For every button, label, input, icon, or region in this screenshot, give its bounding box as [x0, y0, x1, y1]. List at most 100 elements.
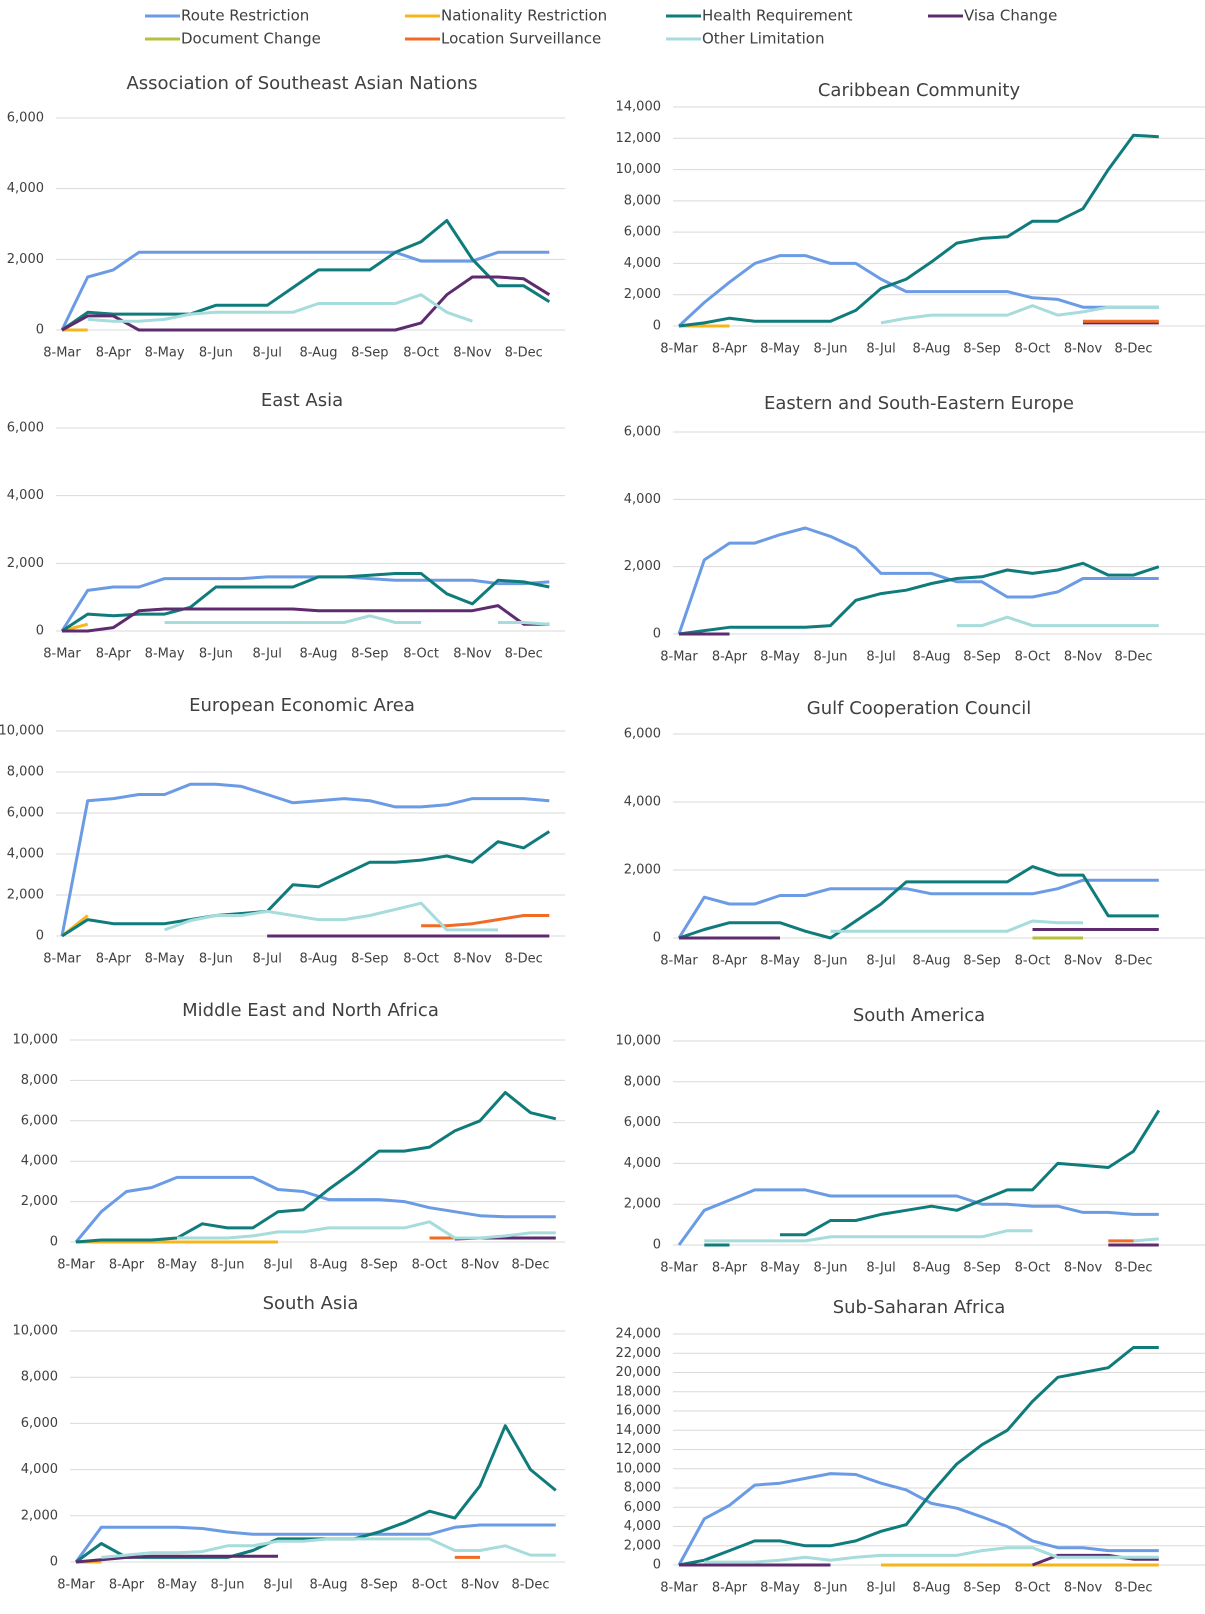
- x-tick-label: 8-Jul: [253, 346, 282, 361]
- x-tick-label: 8-Aug: [309, 1258, 347, 1273]
- x-tick-label: 8-Mar: [660, 954, 698, 969]
- y-tick-label: 4,000: [21, 1462, 58, 1477]
- x-tick-label: 8-Mar: [43, 346, 81, 361]
- y-tick-label: 0: [653, 319, 661, 334]
- chart-title: Caribbean Community: [818, 80, 1021, 101]
- x-tick-label: 8-Apr: [96, 346, 132, 361]
- x-tick-label: 8-Nov: [461, 1258, 500, 1273]
- series-line: [704, 1109, 1161, 1247]
- series-line: [164, 614, 550, 626]
- y-tick-label: 14,000: [616, 100, 662, 115]
- x-tick-label: 8-Jul: [263, 1258, 292, 1273]
- x-tick-label: 8-Dec: [505, 346, 543, 361]
- y-tick-label: 0: [653, 627, 661, 642]
- x-tick-label: 8-May: [145, 647, 185, 662]
- x-tick-label: 8-Jun: [814, 1261, 848, 1276]
- x-tick-label: 8-Aug: [912, 342, 950, 357]
- x-tick-label: 8-May: [145, 346, 185, 361]
- x-tick-label: 8-Apr: [109, 1258, 145, 1273]
- x-tick-label: 8-Jul: [253, 952, 282, 967]
- y-tick-label: 10,000: [616, 1461, 662, 1476]
- y-tick-label: 4,000: [7, 847, 44, 862]
- x-tick-label: 8-Nov: [453, 346, 492, 361]
- y-tick-label: 8,000: [21, 1073, 58, 1088]
- y-tick-label: 6,000: [624, 425, 661, 440]
- series-line: [678, 1346, 1159, 1567]
- series-line: [677, 526, 1159, 635]
- series-line: [678, 561, 1160, 636]
- x-tick-label: 8-Mar: [43, 647, 81, 662]
- x-tick-label: 8-Mar: [57, 1258, 95, 1273]
- x-tick-label: 8-Mar: [43, 952, 81, 967]
- y-tick-label: 2,000: [7, 252, 44, 267]
- y-tick-label: 4,000: [21, 1154, 58, 1169]
- series-line: [880, 304, 1159, 325]
- y-tick-label: 4,000: [624, 256, 661, 271]
- x-tick-label: 8-Nov: [453, 952, 492, 967]
- x-tick-label: 8-Aug: [299, 952, 337, 967]
- legend-label: Visa Change: [964, 7, 1057, 25]
- series-line: [956, 615, 1159, 628]
- x-tick-label: 8-Sep: [963, 650, 1000, 665]
- x-tick-label: 8-May: [760, 1581, 800, 1596]
- x-tick-label: 8-Aug: [912, 650, 950, 665]
- x-tick-label: 8-Apr: [109, 1578, 145, 1593]
- x-tick-label: 8-Dec: [1114, 954, 1152, 969]
- x-tick-label: 8-Oct: [412, 1578, 448, 1593]
- series-line: [75, 1554, 278, 1564]
- series-line: [60, 782, 550, 937]
- x-tick-label: 8-Oct: [412, 1258, 448, 1273]
- chart-title: Sub-Saharan Africa: [833, 1297, 1006, 1318]
- y-tick-label: 0: [653, 1558, 661, 1573]
- y-tick-label: 16,000: [616, 1404, 662, 1419]
- x-tick-label: 8-Nov: [1064, 1581, 1103, 1596]
- y-tick-label: 0: [36, 929, 44, 944]
- y-tick-label: 2,000: [624, 1538, 661, 1553]
- y-tick-label: 6,000: [624, 225, 661, 240]
- y-tick-label: 24,000: [616, 1327, 662, 1342]
- x-tick-label: 8-Sep: [351, 952, 388, 967]
- y-tick-label: 14,000: [616, 1423, 662, 1438]
- x-tick-label: 8-Apr: [712, 1261, 748, 1276]
- x-tick-label: 8-Sep: [963, 1581, 1000, 1596]
- x-tick-label: 8-Nov: [1064, 1261, 1103, 1276]
- series-line: [678, 865, 1159, 940]
- x-tick-label: 8-Sep: [360, 1578, 397, 1593]
- y-tick-label: 22,000: [616, 1346, 662, 1361]
- series-line: [74, 1175, 556, 1243]
- x-tick-label: 8-Jul: [866, 342, 895, 357]
- chart-title: Gulf Cooperation Council: [807, 698, 1031, 719]
- x-tick-label: 8-Jun: [814, 954, 848, 969]
- x-tick-label: 8-Sep: [351, 647, 388, 662]
- x-tick-label: 8-May: [760, 342, 800, 357]
- x-tick-label: 8-Mar: [660, 1581, 698, 1596]
- x-tick-label: 8-Nov: [1064, 650, 1103, 665]
- x-tick-label: 8-May: [760, 954, 800, 969]
- legend-label: Route Restriction: [181, 7, 309, 25]
- y-tick-label: 2,000: [624, 863, 661, 878]
- x-tick-label: 8-Jun: [199, 647, 233, 662]
- y-tick-label: 0: [50, 1235, 58, 1250]
- y-tick-label: 2,000: [7, 556, 44, 571]
- x-tick-label: 8-Dec: [1114, 650, 1152, 665]
- x-tick-label: 8-Jul: [866, 954, 895, 969]
- x-tick-label: 8-Dec: [511, 1578, 549, 1593]
- series-line: [677, 878, 1159, 939]
- x-tick-label: 8-Oct: [1015, 1261, 1051, 1276]
- y-tick-label: 20,000: [616, 1365, 662, 1380]
- y-tick-label: 10,000: [13, 1324, 59, 1339]
- series-line: [704, 1229, 1159, 1243]
- y-tick-label: 12,000: [616, 131, 662, 146]
- y-tick-label: 8,000: [624, 193, 661, 208]
- chart-title: Association of Southeast Asian Nations: [126, 73, 477, 94]
- y-tick-label: 10,000: [616, 1034, 662, 1049]
- x-tick-label: 8-Jul: [253, 647, 282, 662]
- y-tick-label: 6,000: [7, 421, 44, 436]
- chart-title: Eastern and South-Eastern Europe: [764, 393, 1074, 414]
- x-tick-label: 8-Jun: [814, 342, 848, 357]
- chart-title: Middle East and North Africa: [182, 1000, 439, 1021]
- y-tick-label: 12,000: [616, 1442, 662, 1457]
- x-tick-label: 8-Jun: [814, 1581, 848, 1596]
- y-tick-label: 8,000: [624, 1074, 661, 1089]
- y-tick-label: 10,000: [616, 162, 662, 177]
